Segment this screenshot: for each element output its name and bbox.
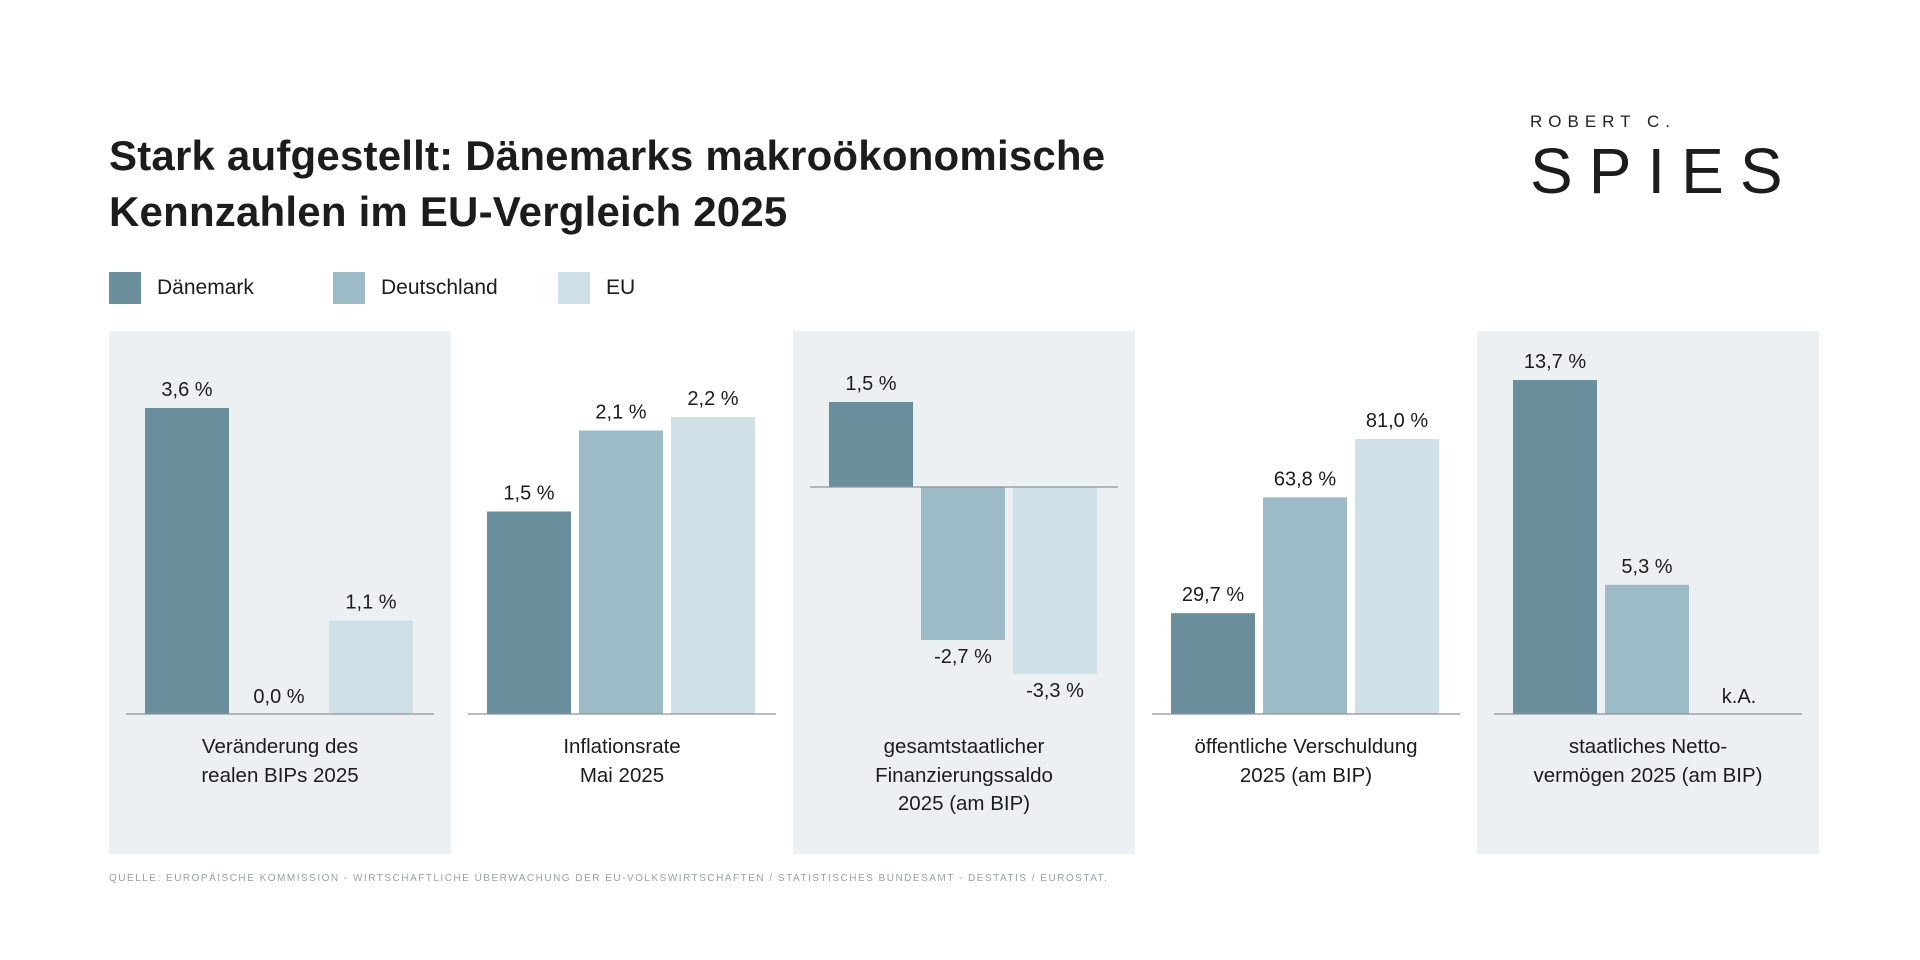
bar-chart-svg: 29,7 % 63,8 % 81,0 %	[1152, 410, 1460, 715]
bar-value-label: 1,1 %	[345, 592, 396, 614]
chart-panel-inflation: 1,5 % 2,1 % 2,2 % Inflationsrate Mai 2025	[451, 331, 793, 854]
legend-label-eu: EU	[606, 276, 636, 299]
bar-daenemark	[145, 408, 229, 714]
caption-finanzierungssaldo: gesamtstaatlicher Finanzierungssaldo 202…	[793, 733, 1135, 819]
bar-value-label: -2,7 %	[934, 646, 992, 668]
caption-line: Inflationsrate	[563, 735, 681, 758]
bar-deutschland	[579, 430, 663, 714]
bar-value-label: 3,6 %	[161, 379, 212, 401]
title-line-2: Kennzahlen im EU-Vergleich 2025	[109, 188, 788, 235]
bar-eu	[1013, 487, 1097, 674]
bar-value-label: 2,1 %	[595, 402, 646, 424]
bar-value-label: 81,0 %	[1366, 410, 1428, 432]
bar-eu	[329, 620, 413, 714]
caption-line: vermögen 2025 (am BIP)	[1533, 763, 1763, 787]
bar-eu	[1355, 439, 1439, 714]
bar-value-label: 29,7 %	[1182, 584, 1244, 606]
legend-swatch-eu	[558, 272, 590, 304]
caption-nettovermoegen: staatliches Netto- vermögen 2025 (am BIP…	[1477, 733, 1819, 790]
bar-chart-svg: 1,5 % 2,1 % 2,2 %	[468, 388, 776, 715]
chart-panel-bip: 3,6 % 0,0 % 1,1 % Veränderung des realen B…	[109, 331, 451, 854]
bar-daenemark	[1513, 380, 1597, 714]
bar-eu	[671, 417, 755, 714]
bar-chart-svg: 3,6 % 0,0 % 1,1 %	[126, 379, 434, 715]
logo-big-text: SPIES	[1530, 135, 1799, 207]
legend-swatch-daenemark	[109, 272, 141, 304]
source-note: QUELLE: EUROPÄISCHE KOMMISSION - WIRTSCH…	[109, 873, 1109, 884]
caption-line: Finanzierungssaldo	[875, 763, 1053, 787]
caption-line: Mai 2025	[579, 763, 665, 787]
bar-daenemark	[487, 511, 571, 714]
bar-value-label: -3,3 %	[1026, 680, 1084, 702]
bar-value-label: 2,2 %	[687, 388, 738, 410]
bar-value-label: 63,8 %	[1274, 468, 1336, 490]
page-title: Stark aufgestellt: Dänemarks makroökonom…	[109, 128, 1189, 240]
caption-line: Veränderung des	[201, 735, 359, 758]
legend-label-daenemark: Dänemark	[157, 276, 254, 299]
bar-chart-svg: 1,5 % -2,7 % -3,3 %	[810, 373, 1118, 702]
chart-panel-nettovermoegen: 13,7 % 5,3 % k.A. staatliches Netto- vermö…	[1477, 331, 1819, 854]
bar-value-label: 5,3 %	[1621, 556, 1672, 578]
chart-panel-finanzierungssaldo: 1,5 % -2,7 % -3,3 % gesamtstaatlicher Fina…	[793, 331, 1135, 854]
bar-value-label: 13,7 %	[1524, 351, 1586, 373]
caption-line: realen BIPs 2025	[201, 763, 359, 787]
bar-value-label: 0,0 %	[253, 686, 304, 708]
bar-value-label: 1,5 %	[845, 373, 896, 395]
caption-line: staatliches Netto-	[1568, 735, 1728, 758]
legend-label-deutschland: Deutschland	[381, 276, 498, 299]
bar-daenemark	[829, 402, 913, 487]
bar-value-label: k.A.	[1722, 686, 1756, 708]
logo-small-text: ROBERT C.	[1530, 112, 1676, 131]
caption-line: 2025 (am BIP)	[897, 792, 1031, 815]
caption-inflation: Inflationsrate Mai 2025	[451, 733, 793, 790]
bar-deutschland	[1605, 584, 1689, 714]
brand-logo: ROBERT C. SPIES	[1530, 112, 1830, 206]
caption-bip: Veränderung des realen BIPs 2025	[109, 733, 451, 790]
bar-deutschland	[1263, 497, 1347, 714]
caption-line: öffentliche Verschuldung	[1194, 735, 1418, 758]
caption-line: gesamtstaatlicher	[883, 735, 1045, 758]
bar-daenemark	[1171, 613, 1255, 714]
bar-deutschland	[921, 487, 1005, 640]
bar-chart-svg: 13,7 % 5,3 % k.A.	[1494, 351, 1802, 715]
title-line-1: Stark aufgestellt: Dänemarks makroökonom…	[109, 132, 1106, 179]
caption-verschuldung: öffentliche Verschuldung 2025 (am BIP)	[1135, 733, 1477, 790]
caption-line: 2025 (am BIP)	[1239, 763, 1373, 787]
legend-swatch-deutschland	[333, 272, 365, 304]
bar-value-label: 1,5 %	[503, 483, 554, 505]
chart-panel-verschuldung: 29,7 % 63,8 % 81,0 % öffentliche Verschuld…	[1135, 331, 1477, 854]
